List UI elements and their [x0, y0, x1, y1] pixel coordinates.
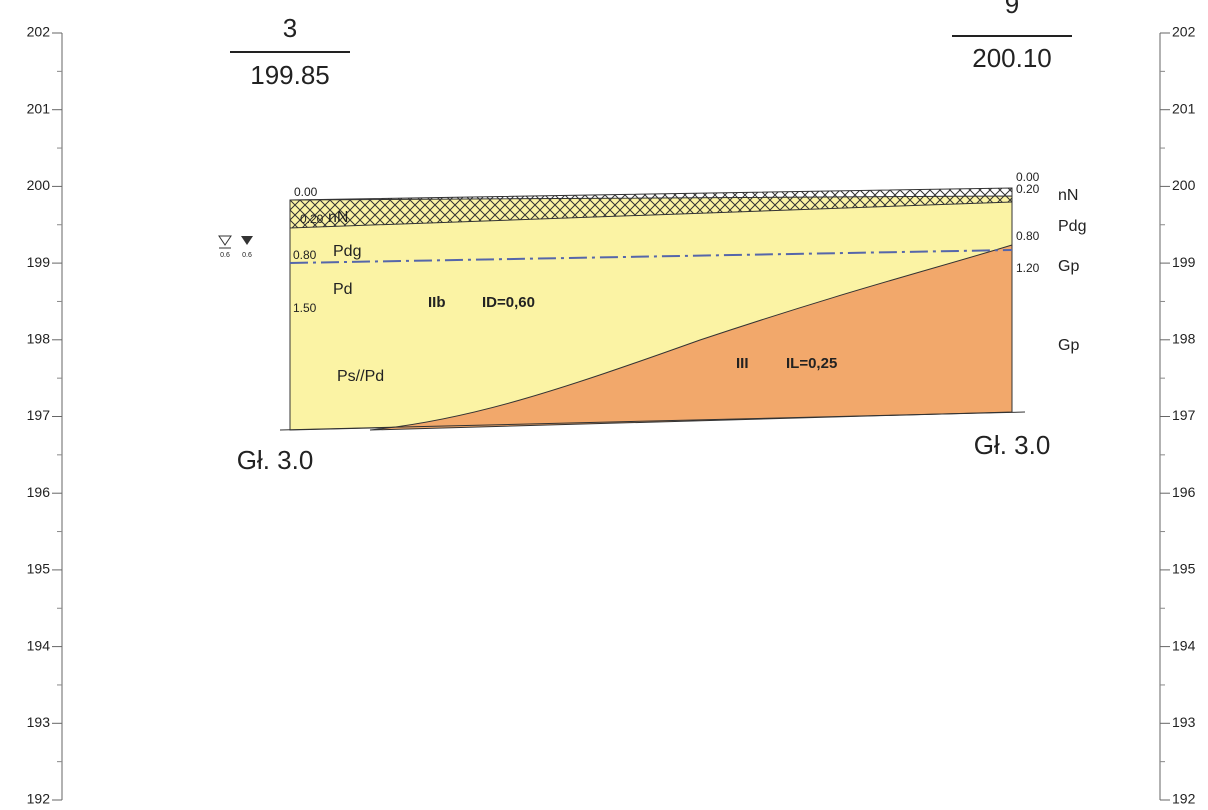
borehole-elevation: 199.85: [250, 60, 330, 90]
axis-label: 198: [1172, 331, 1196, 347]
soil-label: Gp: [1058, 258, 1079, 275]
zone-parameter: ID=0,60: [482, 294, 535, 311]
axis-label: 196: [1172, 484, 1196, 500]
axis-label: 197: [1172, 407, 1196, 423]
axis-label: 198: [27, 331, 51, 347]
soil-label: Pdg: [1058, 218, 1086, 235]
soil-label: Gp: [1058, 337, 1079, 354]
depth-label: 0.00: [294, 185, 318, 199]
axis-label: 193: [1172, 714, 1196, 730]
axis-label: 192: [27, 791, 51, 807]
borehole-number: 3: [283, 13, 297, 43]
water-depth: 0.6: [220, 252, 230, 259]
depth-label: 0.20: [300, 212, 324, 226]
soil-label: Pd: [333, 281, 353, 298]
borehole-depth: Gł. 3.0: [974, 430, 1051, 460]
axis-label: 195: [1172, 561, 1196, 577]
axis-label: 193: [27, 714, 51, 730]
axis-label: 200: [1172, 177, 1196, 193]
axis-label: 195: [27, 561, 51, 577]
depth-label: 1.20: [1016, 261, 1040, 275]
axis-label: 194: [1172, 637, 1196, 653]
depth-label: 0.80: [293, 248, 317, 262]
borehole-elevation: 200.10: [972, 43, 1052, 73]
depth-label: 1.50: [293, 301, 317, 315]
zone-name: III: [736, 355, 749, 372]
axis-label: 199: [1172, 254, 1196, 270]
soil-label: nN: [1058, 187, 1078, 204]
axis-label: 202: [27, 24, 51, 40]
axis-label: 197: [27, 407, 51, 423]
water-symbol: [241, 236, 253, 245]
borehole-number: 9: [1005, 0, 1019, 19]
axis-label: 202: [1172, 24, 1196, 40]
soil-label: Ps//Pd: [337, 368, 384, 385]
cross-section: 202 201 200 199 198 197 196 195 194 193 192 202 201 2…: [0, 0, 1208, 810]
depth-label: 0.80: [1016, 229, 1040, 243]
depth-label: 0.20: [1016, 182, 1040, 196]
zone-parameter: IL=0,25: [786, 355, 837, 372]
water-depth: 0.6: [242, 252, 252, 259]
water-symbol: [219, 236, 231, 245]
axis-label: 194: [27, 637, 51, 653]
axis-label: 201: [1172, 100, 1196, 116]
axis-label: 200: [27, 177, 51, 193]
zone-name: IIb: [428, 294, 446, 311]
axis-label: 192: [1172, 791, 1196, 807]
soil-label: nN: [328, 209, 348, 226]
borehole-depth: Gł. 3.0: [237, 445, 314, 475]
axis-label: 201: [27, 100, 51, 116]
axis-label: 199: [27, 254, 51, 270]
axis-label: 196: [27, 484, 51, 500]
soil-label: Pdg: [333, 243, 361, 260]
